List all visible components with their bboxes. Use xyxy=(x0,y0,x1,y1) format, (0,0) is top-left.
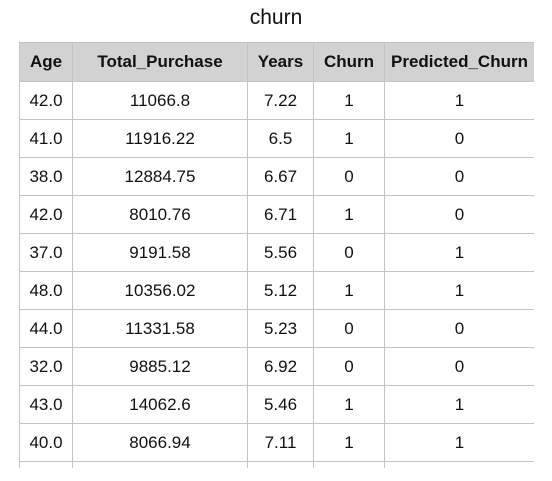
cell-years[interactable]: 6.71 xyxy=(247,195,314,234)
cell-churn[interactable]: 1 xyxy=(313,423,385,462)
cell-predicted-churn[interactable]: 0 xyxy=(384,157,534,196)
cell-years[interactable]: 7.11 xyxy=(247,423,314,462)
cell-churn[interactable]: 1 xyxy=(313,195,385,234)
cell-total-purchase[interactable]: 12884.75 xyxy=(72,157,248,196)
cell-churn[interactable]: 1 xyxy=(313,119,385,158)
column-header-predicted-churn[interactable]: Predicted_Churn xyxy=(384,42,534,82)
cell-empty[interactable] xyxy=(247,461,314,468)
cell-years[interactable]: 6.92 xyxy=(247,347,314,386)
cell-years[interactable]: 5.56 xyxy=(247,233,314,272)
cell-predicted-churn[interactable]: 0 xyxy=(384,195,534,234)
table-row: 40.0 8066.94 7.11 1 1 xyxy=(19,423,534,462)
cell-years[interactable]: 5.23 xyxy=(247,309,314,348)
cell-total-purchase[interactable]: 8010.76 xyxy=(72,195,248,234)
cell-age[interactable]: 41.0 xyxy=(19,119,73,158)
table-row: 42.0 11066.8 7.22 1 1 xyxy=(19,81,534,120)
cell-age[interactable]: 44.0 xyxy=(19,309,73,348)
cell-empty[interactable] xyxy=(384,461,534,468)
cell-empty[interactable] xyxy=(313,461,385,468)
cell-churn[interactable]: 0 xyxy=(313,233,385,272)
cell-age[interactable]: 43.0 xyxy=(19,385,73,424)
table-row: 48.0 10356.02 5.12 1 1 xyxy=(19,271,534,310)
cell-churn[interactable]: 0 xyxy=(313,157,385,196)
cell-total-purchase[interactable]: 11916.22 xyxy=(72,119,248,158)
cell-predicted-churn[interactable]: 1 xyxy=(384,271,534,310)
churn-table: Age Total_Purchase Years Churn Predicted… xyxy=(19,42,534,468)
cell-predicted-churn[interactable]: 1 xyxy=(384,423,534,462)
cell-years[interactable]: 5.12 xyxy=(247,271,314,310)
cell-years[interactable]: 5.46 xyxy=(247,385,314,424)
table-row: 41.0 11916.22 6.5 1 0 xyxy=(19,119,534,158)
column-header-total-purchase[interactable]: Total_Purchase xyxy=(72,42,248,82)
cell-churn[interactable]: 1 xyxy=(313,271,385,310)
header-row: Age Total_Purchase Years Churn Predicted… xyxy=(19,42,534,82)
cell-years[interactable]: 7.22 xyxy=(247,81,314,120)
table-row: 44.0 11331.58 5.23 0 0 xyxy=(19,309,534,348)
cell-total-purchase[interactable]: 11331.58 xyxy=(72,309,248,348)
table-row: 32.0 9885.12 6.92 0 0 xyxy=(19,347,534,386)
cell-churn[interactable]: 1 xyxy=(313,81,385,120)
table-row: 42.0 8010.76 6.71 1 0 xyxy=(19,195,534,234)
cell-age[interactable]: 32.0 xyxy=(19,347,73,386)
cell-predicted-churn[interactable]: 1 xyxy=(384,233,534,272)
cell-years[interactable]: 6.5 xyxy=(247,119,314,158)
cell-churn[interactable]: 0 xyxy=(313,347,385,386)
cell-churn[interactable]: 0 xyxy=(313,309,385,348)
sheet-title: churn xyxy=(249,6,303,29)
cell-total-purchase[interactable]: 9885.12 xyxy=(72,347,248,386)
cell-predicted-churn[interactable]: 0 xyxy=(384,309,534,348)
cell-total-purchase[interactable]: 14062.6 xyxy=(72,385,248,424)
cell-age[interactable]: 42.0 xyxy=(19,81,73,120)
cell-predicted-churn[interactable]: 0 xyxy=(384,119,534,158)
cell-predicted-churn[interactable]: 0 xyxy=(384,347,534,386)
table-row: 43.0 14062.6 5.46 1 1 xyxy=(19,385,534,424)
column-header-churn[interactable]: Churn xyxy=(313,42,385,82)
cell-total-purchase[interactable]: 10356.02 xyxy=(72,271,248,310)
cell-age[interactable]: 37.0 xyxy=(19,233,73,272)
cell-churn[interactable]: 1 xyxy=(313,385,385,424)
cell-predicted-churn[interactable]: 1 xyxy=(384,385,534,424)
column-header-age[interactable]: Age xyxy=(19,42,73,82)
table-row: 38.0 12884.75 6.67 0 0 xyxy=(19,157,534,196)
cell-age[interactable]: 38.0 xyxy=(19,157,73,196)
column-header-years[interactable]: Years xyxy=(247,42,314,82)
cell-total-purchase[interactable]: 9191.58 xyxy=(72,233,248,272)
cell-predicted-churn[interactable]: 1 xyxy=(384,81,534,120)
cell-age[interactable]: 48.0 xyxy=(19,271,73,310)
table-row-partial xyxy=(19,461,534,468)
table-container[interactable]: Age Total_Purchase Years Churn Predicted… xyxy=(19,42,534,468)
cell-total-purchase[interactable]: 8066.94 xyxy=(72,423,248,462)
cell-age[interactable]: 42.0 xyxy=(19,195,73,234)
table-body: 42.0 11066.8 7.22 1 1 41.0 11916.22 6.5 … xyxy=(19,81,534,468)
cell-empty[interactable] xyxy=(19,461,73,468)
table-row: 37.0 9191.58 5.56 0 1 xyxy=(19,233,534,272)
cell-age[interactable]: 40.0 xyxy=(19,423,73,462)
cell-total-purchase[interactable]: 11066.8 xyxy=(72,81,248,120)
cell-empty[interactable] xyxy=(72,461,248,468)
cell-years[interactable]: 6.67 xyxy=(247,157,314,196)
